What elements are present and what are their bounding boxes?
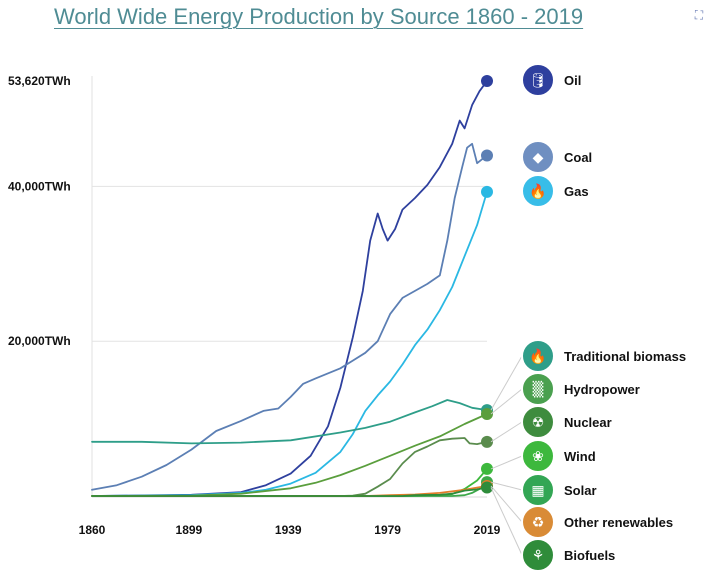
legend-label-oil: Oil: [564, 73, 581, 88]
y-tick-label: 53,620TWh: [8, 74, 71, 88]
legend-label-nuclear: Nuclear: [564, 415, 612, 430]
y-tick-label: 20,000TWh: [8, 334, 71, 348]
wind-turbine-icon-glyph: ❀: [532, 449, 544, 465]
series-lines: [91, 75, 493, 497]
legend-item-biofuels: ⚘ Biofuels: [521, 538, 615, 572]
flame-icon: [521, 174, 555, 208]
connector-hydropower: [490, 388, 523, 415]
series-line-oil: [91, 80, 488, 497]
legend-item-other-renewables: ♻ Other renewables: [521, 505, 673, 539]
legend-item-nuclear: ☢ Nuclear: [521, 405, 612, 439]
connector-biofuels: [490, 487, 523, 556]
series-line-gas: [91, 190, 488, 497]
coal-icon: [521, 140, 555, 174]
x-tick-label: 1939: [275, 523, 302, 537]
legend-item-oil: 🛢 Oil: [521, 63, 581, 97]
x-tick-label: 2019: [474, 523, 501, 537]
series-line-coal: [91, 142, 488, 491]
end-marker-oil: [481, 75, 493, 87]
series-line-biofuels: [91, 486, 488, 497]
chart-title: World Wide Energy Production by Source 1…: [54, 4, 584, 29]
legend-label-coal: Coal: [564, 150, 592, 165]
legend-label-solar: Solar: [564, 483, 597, 498]
end-marker-biofuels: [481, 481, 493, 494]
oil-barrel-icon: [521, 63, 555, 97]
end-marker-hydropower: [481, 407, 493, 420]
legend: 🛢 Oil ◆ Coal 🔥 Gas 🔥 Traditional biomass ▒ Hydrop…: [521, 63, 686, 572]
legend-label-wind: Wind: [564, 449, 596, 464]
expand-icon[interactable]: ⛶: [694, 8, 704, 22]
axes: 20,000TWh 40,000TWh 53,620TWh 1860 1899 1939 1…: [8, 74, 501, 537]
coal-icon-glyph: ◆: [533, 150, 544, 166]
end-marker-nuclear: [481, 435, 493, 448]
series-line-hydropower: [91, 413, 488, 497]
series-line-nuclear: [91, 437, 488, 497]
flame-icon-glyph: 🔥: [529, 183, 546, 200]
connector-nuclear: [490, 421, 523, 443]
legend-item-traditional-biomass: 🔥 Traditional biomass: [521, 339, 686, 373]
connector-solar: [490, 481, 523, 491]
connector-traditional-biomass: [490, 355, 523, 411]
end-marker-coal: [481, 149, 493, 162]
gridlines: [92, 185, 487, 342]
radiation-icon: [521, 405, 555, 439]
legend-item-hydropower: ▒ Hydropower: [521, 372, 640, 406]
x-tick-label: 1979: [374, 523, 401, 537]
series-line-traditional-biomass: [91, 399, 488, 445]
corn-icon-glyph: ⚘: [532, 548, 545, 564]
legend-label-traditional-biomass: Traditional biomass: [564, 349, 686, 364]
x-tick-label: 1899: [176, 523, 203, 537]
x-tick-label: 1860: [79, 523, 106, 537]
legend-item-solar: ▦ Solar: [521, 473, 597, 507]
legend-label-hydropower: Hydropower: [564, 382, 640, 397]
y-tick-label: 40,000TWh: [8, 179, 71, 193]
legend-connectors: [490, 355, 523, 556]
legend-label-gas: Gas: [564, 184, 589, 199]
wind-turbine-icon: [521, 439, 555, 473]
radiation-icon-glyph: ☢: [532, 415, 545, 431]
legend-item-gas: 🔥 Gas: [521, 174, 589, 208]
legend-item-coal: ◆ Coal: [521, 140, 592, 174]
legend-label-biofuels: Biofuels: [564, 548, 615, 563]
dam-icon-glyph: ▒: [533, 380, 544, 398]
leaf-recycle-icon-glyph: ♻: [532, 515, 545, 531]
fire-icon-glyph: 🔥: [529, 348, 546, 365]
oil-barrel-icon-glyph: 🛢: [529, 73, 547, 89]
legend-item-wind: ❀ Wind: [521, 439, 596, 473]
connector-wind: [490, 455, 523, 470]
legend-label-other-renewables: Other renewables: [564, 515, 673, 530]
connector-other-renewables: [490, 485, 523, 523]
solar-panel-icon-glyph: ▦: [531, 483, 544, 499]
corn-icon: [521, 538, 555, 572]
end-marker-gas: [481, 185, 493, 198]
end-marker-wind: [481, 462, 493, 475]
